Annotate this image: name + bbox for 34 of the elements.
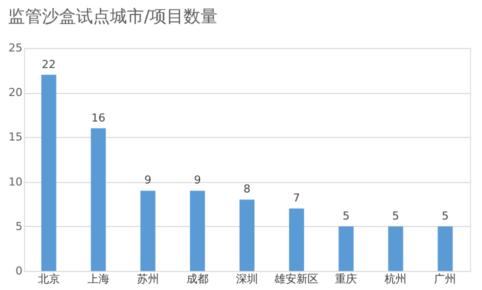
x-tick-label: 杭州: [384, 272, 407, 286]
x-tick-label: 成都: [186, 272, 208, 286]
bar: [338, 226, 354, 271]
x-tick-label: 上海: [87, 272, 110, 286]
x-tick-label: 深圳: [236, 272, 258, 286]
bar: [140, 190, 156, 271]
bar: [190, 190, 205, 271]
x-tick-label: 广州: [434, 272, 456, 286]
data-label: 16: [91, 111, 106, 124]
data-label: 8: [244, 182, 250, 196]
data-label: 5: [442, 209, 449, 222]
data-label: 7: [293, 192, 300, 205]
y-tick-label: 15: [8, 130, 22, 144]
bar: [438, 226, 453, 271]
bar: [90, 128, 106, 271]
y-tick-label: 25: [8, 42, 22, 54]
y-tick-label: 20: [8, 86, 22, 100]
y-tick-label: 0: [16, 264, 22, 278]
bar: [41, 74, 56, 271]
data-label: 9: [144, 174, 152, 187]
x-tick-label: 重庆: [335, 272, 358, 286]
y-tick-label: 10: [8, 175, 22, 188]
bar: [388, 226, 404, 271]
data-label: 5: [342, 209, 350, 222]
x-tick-label: 雄安新区: [274, 272, 319, 286]
x-tick-label: 苏州: [136, 272, 159, 286]
data-label: 22: [42, 58, 56, 71]
data-label: 5: [392, 209, 400, 222]
x-tick-label: 北京: [38, 272, 60, 286]
data-label: 9: [194, 174, 201, 187]
bar: [240, 200, 254, 271]
chart-title: 监管沙盒试点城市/项目数量: [8, 7, 218, 27]
bar: [289, 208, 304, 271]
y-tick-label: 5: [16, 220, 22, 233]
